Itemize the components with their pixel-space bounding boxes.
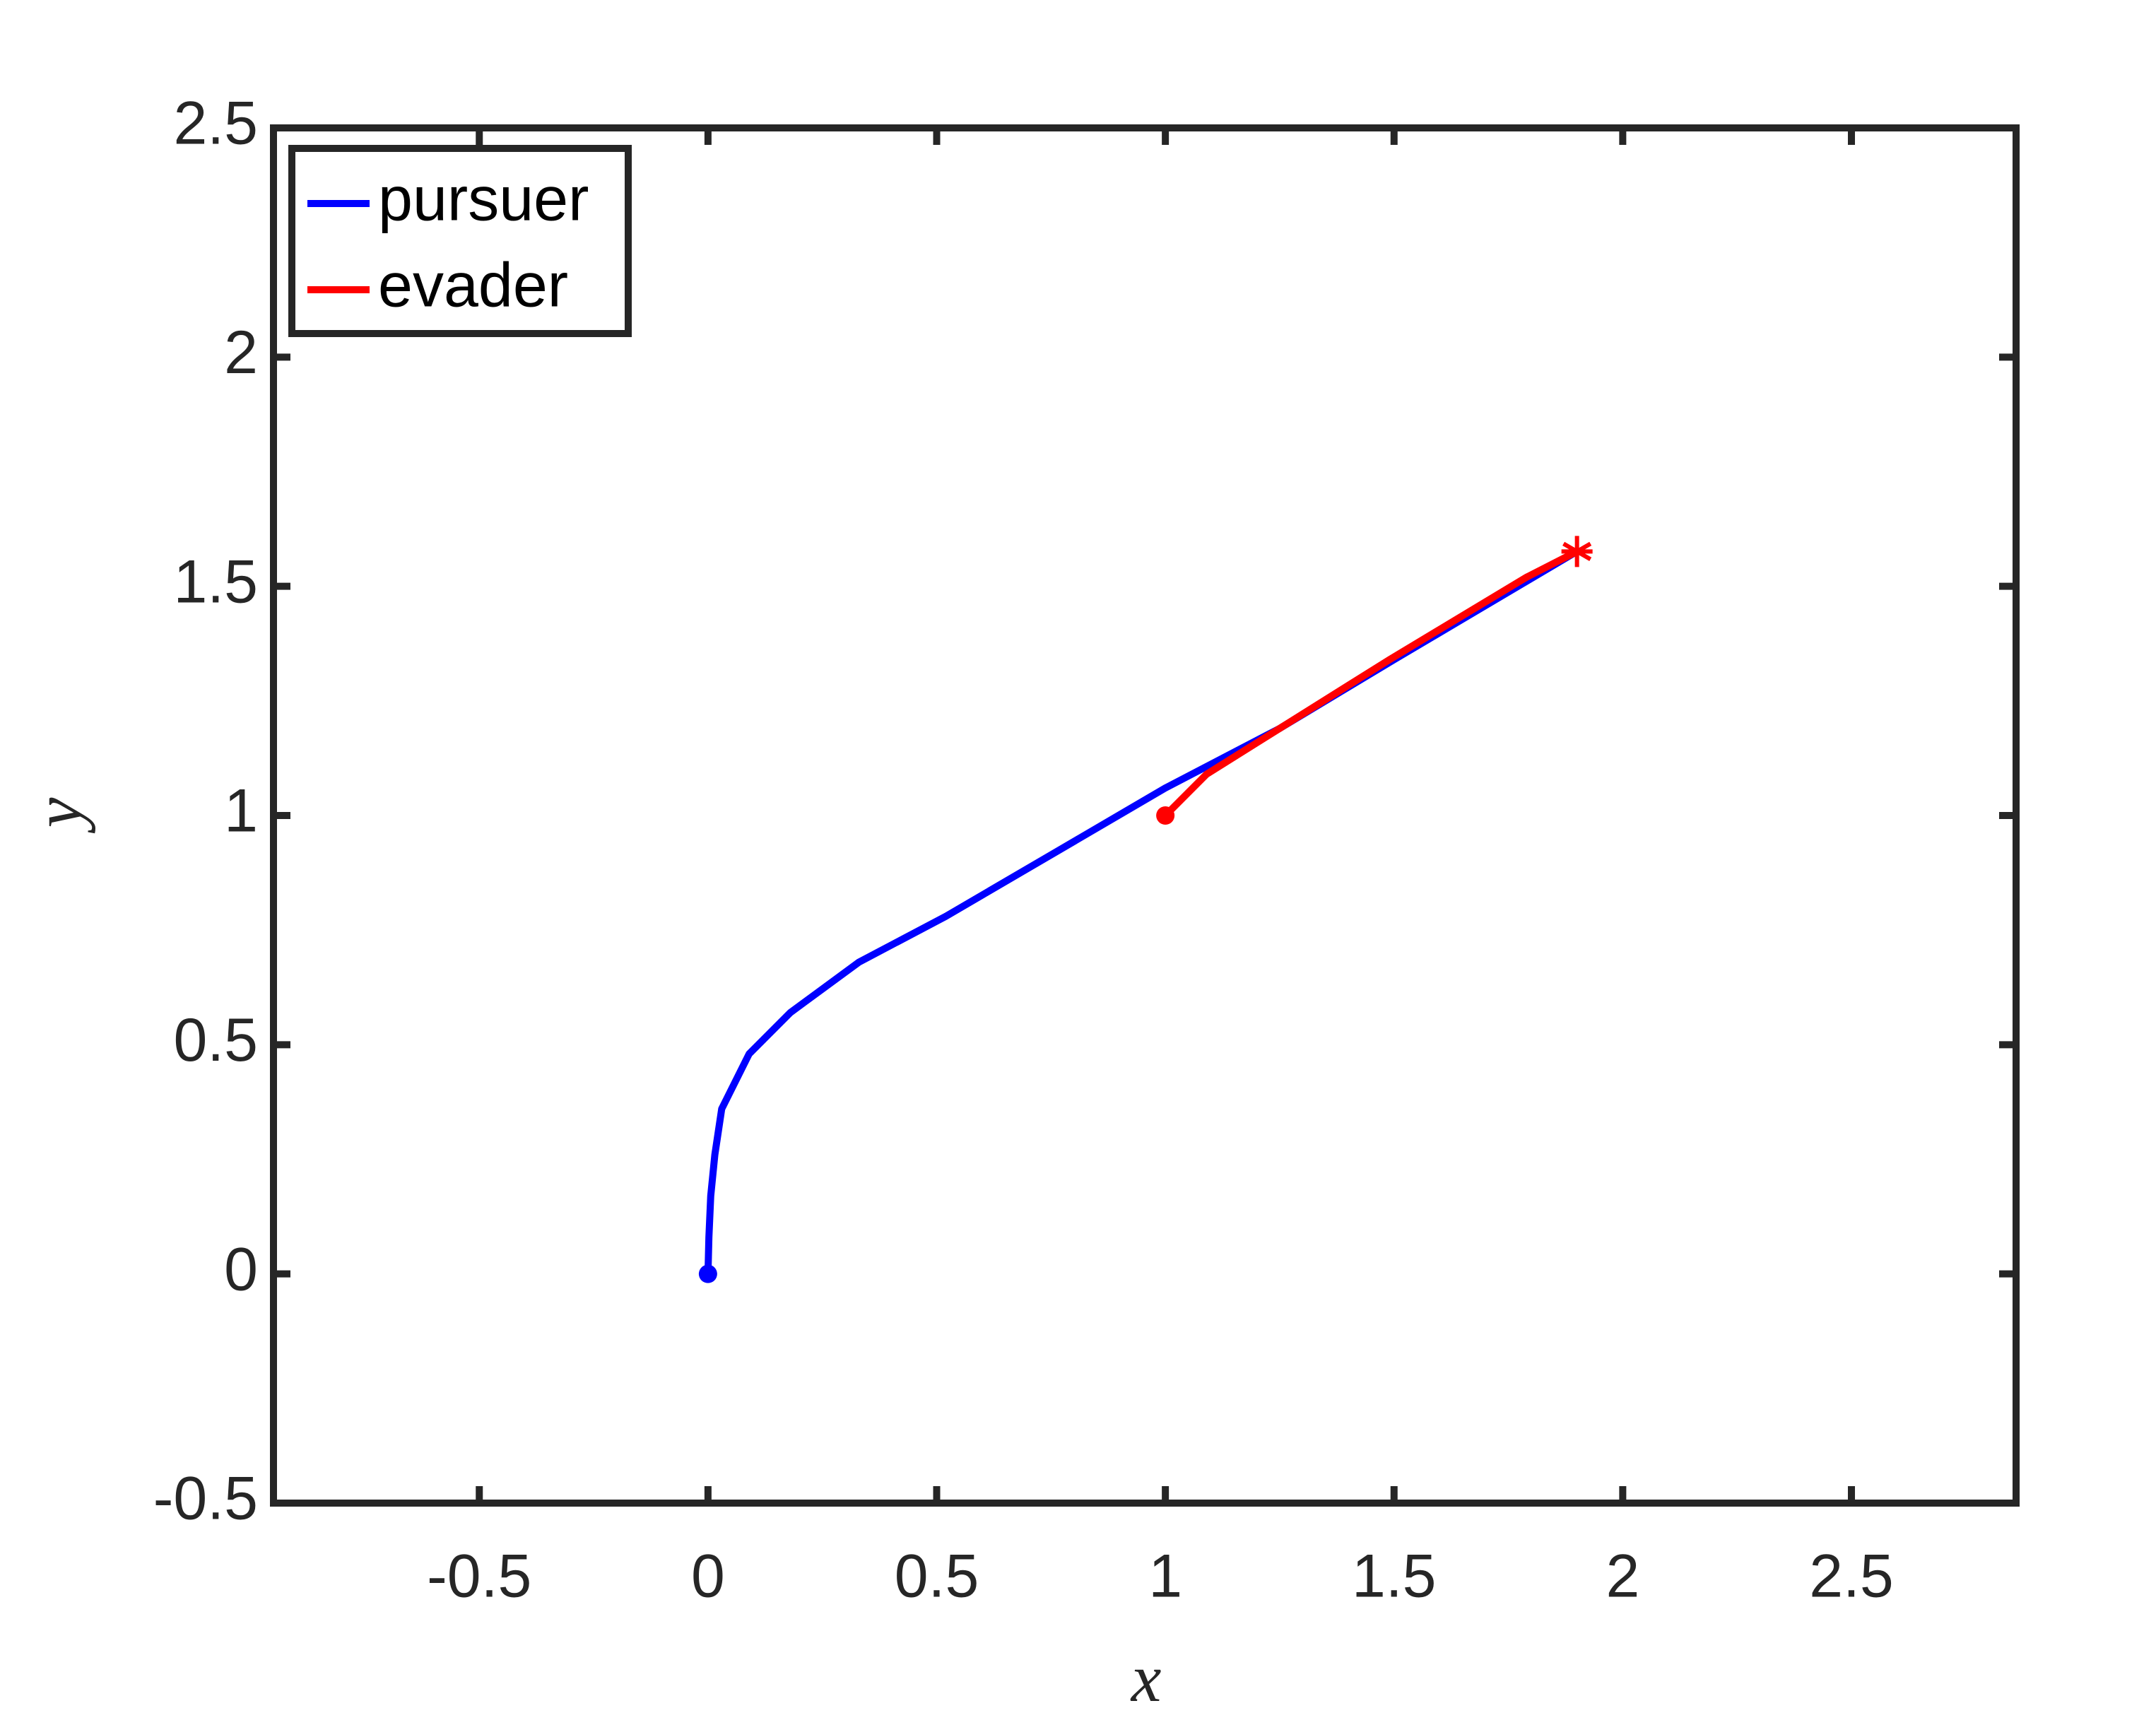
- end-point: [1561, 536, 1593, 567]
- y-tick-label: 1.5: [173, 548, 258, 616]
- y-tick-label: 1: [224, 777, 258, 845]
- x-tick-label: 1: [1148, 1543, 1182, 1611]
- x-tick-label: 1.5: [1352, 1543, 1437, 1611]
- series-line: [704, 548, 1581, 1278]
- x-tick-label: -0.5: [427, 1543, 531, 1611]
- axes-box: [270, 124, 2020, 1507]
- x-tick-label: 2.5: [1809, 1543, 1894, 1611]
- y-tick-label: -0.5: [153, 1465, 258, 1533]
- series-line: [1162, 548, 1581, 819]
- x-tick-label: 2: [1606, 1543, 1639, 1611]
- legend-label: evader: [378, 249, 568, 319]
- x-tick-label: 0.5: [895, 1543, 979, 1611]
- y-tick-label: 2.5: [173, 90, 258, 158]
- legend-box: [288, 145, 632, 337]
- y-tick-label: 0.5: [173, 1006, 258, 1074]
- start-point: [1156, 806, 1175, 825]
- x-tick-label: 0: [691, 1543, 725, 1611]
- y-tick-label: 2: [224, 319, 258, 387]
- legend-label: pursuer: [378, 163, 589, 233]
- y-tick-label: 0: [224, 1235, 258, 1303]
- start-point: [698, 1264, 717, 1283]
- y-axis-label: y: [20, 797, 95, 834]
- x-axis-label: x: [1130, 1640, 1162, 1716]
